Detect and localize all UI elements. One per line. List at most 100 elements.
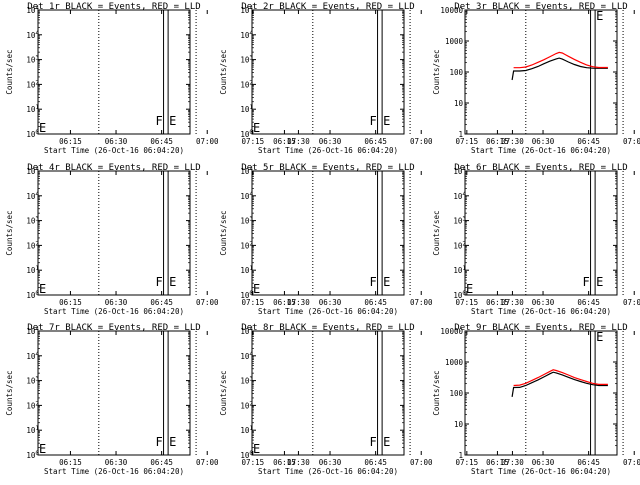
panel-det8r: Det 8r BLACK = Events, RED = LLD10010110…: [219, 323, 524, 476]
flag-marker-left: E: [39, 442, 46, 456]
panel-title: Det 5r BLACK = Events, RED = LLD: [241, 163, 414, 173]
tick-exponent: 1: [462, 265, 466, 272]
y-tick-label: 100: [240, 290, 253, 300]
y-axis-label: Counts/sec: [5, 210, 14, 255]
tick-exponent: 3: [462, 216, 466, 223]
y-tick-label: 1: [458, 451, 463, 460]
tick-exponent: 4: [462, 166, 466, 173]
y-tick-label: 101: [26, 104, 39, 114]
y-axis-label: Counts/sec: [5, 370, 14, 415]
panel-det1r: Det 1r BLACK = Events, RED = LLD10010110…: [5, 2, 310, 155]
x-tick-label: 06:45: [150, 458, 173, 467]
x-tick-label: 06:30: [319, 458, 342, 467]
y-tick-label: 101: [26, 425, 39, 435]
tick-base: 10: [26, 401, 36, 410]
tick-base: 10: [26, 105, 36, 114]
tick-exponent: 2: [462, 240, 466, 247]
flag-marker-left: E: [466, 282, 473, 296]
y-axis-label: Counts/sec: [5, 49, 14, 94]
y-axis-label: Counts/sec: [432, 370, 441, 415]
plot-frame: [251, 170, 405, 296]
x-tick-label: 06:30: [319, 137, 342, 146]
tick-base: 10: [240, 31, 250, 40]
tick-base: 10: [240, 105, 250, 114]
plot-frame: [464, 330, 618, 456]
tick-base: 10: [240, 291, 250, 300]
panel-det6r: Det 6r BLACK = Events, RED = LLD10010110…: [432, 163, 640, 316]
x-tick-label: 07:00: [196, 137, 219, 146]
y-tick-label: 1000: [445, 37, 464, 46]
panel-title: Det 7r BLACK = Events, RED = LLD: [27, 323, 200, 333]
flag-marker-f: F: [370, 275, 377, 289]
tick-exponent: 1: [249, 265, 253, 272]
x-tick-label: 07:00: [410, 458, 433, 467]
x-tick-label: 07:30: [501, 458, 524, 467]
tick-exponent: 4: [35, 351, 39, 358]
tick-exponent: 4: [249, 5, 253, 12]
tick-exponent: 4: [249, 351, 253, 358]
x-axis-label: Start Time (26-Oct-16 06:04:20): [471, 467, 611, 476]
y-tick-label: 103: [26, 216, 39, 226]
x-tick-label: 07:15: [242, 137, 265, 146]
tick-exponent: 0: [35, 129, 39, 136]
flag-marker-e: E: [596, 9, 603, 23]
flag-marker-left: E: [39, 282, 46, 296]
y-tick-label: 103: [240, 55, 253, 65]
flag-marker-e: E: [383, 114, 390, 128]
y-tick-label: 102: [240, 400, 253, 410]
x-tick-label: 07:00: [196, 458, 219, 467]
x-tick-label: 06:15: [59, 137, 82, 146]
panel-title: Det 6r BLACK = Events, RED = LLD: [454, 163, 627, 173]
tick-exponent: 0: [35, 450, 39, 457]
panel-det2r: Det 2r BLACK = Events, RED = LLD10010110…: [219, 2, 524, 155]
flag-marker-f: F: [370, 435, 377, 449]
y-tick-label: 100: [240, 450, 253, 460]
tick-exponent: 2: [249, 79, 253, 86]
y-tick-label: 102: [26, 240, 39, 250]
tick-exponent: 0: [249, 450, 253, 457]
plot-frame: [37, 9, 191, 135]
y-tick-label: 102: [240, 240, 253, 250]
flag-marker-e: E: [383, 435, 390, 449]
x-tick-label: 07:00: [410, 298, 433, 307]
x-tick-label: 06:15: [486, 137, 509, 146]
x-tick-label: 06:45: [364, 137, 387, 146]
y-tick-label: 104: [240, 166, 253, 176]
tick-base: 10: [240, 426, 250, 435]
tick-exponent: 4: [249, 326, 253, 333]
tick-exponent: 2: [35, 240, 39, 247]
tick-exponent: 4: [35, 30, 39, 37]
plot-frame: [37, 330, 191, 456]
y-tick-label: 10000: [440, 6, 463, 15]
y-tick-label: 1: [458, 130, 463, 139]
y-tick-label: 100: [240, 129, 253, 139]
x-tick-label: 07:15: [242, 458, 265, 467]
panel-title: Det 3r BLACK = Events, RED = LLD: [454, 2, 627, 12]
x-tick-label: 06:45: [577, 458, 600, 467]
tick-base: 10: [240, 377, 250, 386]
y-tick-label: 100: [453, 290, 466, 300]
x-tick-label: 07:30: [287, 298, 310, 307]
flag-marker-e: E: [169, 435, 176, 449]
series-line-0: [511, 57, 608, 81]
y-tick-label: 104: [26, 326, 39, 336]
x-tick-label: 07:00: [196, 298, 219, 307]
tick-base: 10: [240, 80, 250, 89]
series-line-1: [513, 369, 608, 387]
y-tick-label: 10: [454, 420, 464, 429]
x-tick-label: 06:15: [273, 298, 296, 307]
y-tick-label: 104: [26, 191, 39, 201]
tick-exponent: 3: [35, 376, 39, 383]
tick-exponent: 0: [462, 290, 466, 297]
x-tick-label: 07:00: [410, 137, 433, 146]
tick-exponent: 2: [249, 240, 253, 247]
tick-base: 10: [240, 217, 250, 226]
x-tick-label: 06:15: [59, 458, 82, 467]
panel-title: Det 1r BLACK = Events, RED = LLD: [27, 2, 200, 12]
tick-base: 10: [240, 192, 250, 201]
x-tick-label: 07:15: [456, 137, 479, 146]
tick-base: 10: [26, 451, 36, 460]
tick-exponent: 0: [35, 290, 39, 297]
x-tick-label: 07:15: [456, 458, 479, 467]
